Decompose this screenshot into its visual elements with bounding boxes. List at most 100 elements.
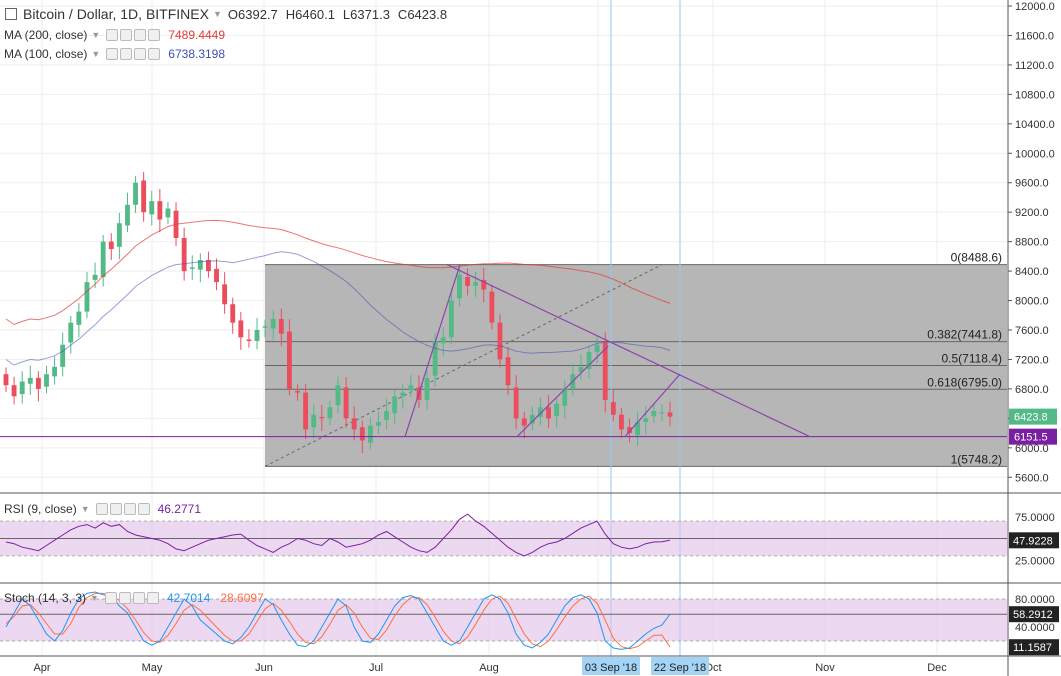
candle-body	[473, 282, 479, 286]
plus-icon[interactable]	[134, 29, 147, 41]
candle-body	[19, 381, 25, 395]
candle-body	[116, 223, 122, 247]
close-icon[interactable]	[146, 592, 159, 604]
price-axis-label: 6000.0	[1015, 443, 1049, 455]
candle-body	[197, 260, 203, 270]
time-axis-label: May	[142, 662, 163, 674]
candle-body	[327, 407, 333, 419]
stoch-d-marker-bg	[1009, 639, 1059, 656]
price-axis-label: 11600.0	[1015, 30, 1054, 42]
candle-body	[513, 387, 519, 419]
candle-body	[181, 237, 187, 272]
stoch-d-marker-label: 11.1587	[1013, 642, 1052, 654]
descending-trendline	[446, 264, 811, 438]
candle-body	[60, 344, 66, 367]
close-icon[interactable]	[148, 48, 161, 60]
price-marker-label: 6151.5	[1014, 432, 1048, 444]
candle-body	[667, 412, 673, 417]
price-axis-label: 5600.0	[1015, 472, 1049, 484]
close-value: C6423.8	[397, 6, 448, 22]
rsi-value: 46.2771	[157, 502, 201, 516]
time-axis-label: Nov	[815, 662, 835, 674]
gear-icon[interactable]	[120, 48, 133, 60]
chevron-down-icon[interactable]: ▼	[212, 9, 222, 19]
candle-body	[602, 342, 608, 400]
candle-body	[400, 392, 406, 397]
candle-body	[627, 427, 632, 434]
candle-body	[546, 407, 551, 419]
ma200-value: 7489.4449	[168, 28, 226, 42]
candle-body	[35, 377, 41, 389]
plus-icon[interactable]	[132, 592, 145, 604]
stoch-k-marker-label: 58.2912	[1013, 609, 1053, 621]
candle-body	[254, 330, 260, 342]
stoch-axis-label: 80.0000	[1015, 594, 1055, 606]
rsi-legend: RSI (9, close) ▼ 46.2771	[4, 502, 211, 516]
rsi-axis-label: 25.0000	[1015, 555, 1055, 567]
rsi-label: RSI (9, close)	[4, 502, 77, 516]
ma200-line	[5, 219, 671, 326]
eye-icon[interactable]	[106, 29, 119, 41]
stoch-controls	[104, 592, 159, 604]
stoch-label: Stoch (14, 3, 3)	[4, 591, 87, 605]
symbol-title: Bitcoin / Dollar, 1D, BITFINEX	[23, 6, 209, 22]
candle-body	[52, 366, 58, 377]
time-highlight-bg	[582, 657, 640, 675]
price-axis-label: 10400.0	[1015, 119, 1055, 131]
time-axis-label: Dec	[927, 662, 947, 674]
ma100-legend: MA (100, close) ▼ 6738.3198	[4, 47, 235, 61]
close-icon[interactable]	[137, 503, 150, 515]
candle-body	[286, 331, 292, 389]
chevron-down-icon[interactable]: ▼	[90, 593, 99, 603]
plus-icon[interactable]	[134, 48, 147, 60]
rsi-marker-bg	[1009, 532, 1059, 549]
eye-icon[interactable]	[104, 592, 117, 604]
candle-body	[311, 414, 317, 428]
ma100-controls	[106, 48, 161, 60]
candle-body	[3, 374, 9, 386]
price-axis-label: 8400.0	[1015, 266, 1049, 278]
fib-level-label: 0(8488.6)	[951, 251, 1002, 265]
candle-body	[643, 418, 649, 423]
gear-icon[interactable]	[118, 592, 131, 604]
gear-icon[interactable]	[109, 503, 122, 515]
candle-body	[335, 385, 341, 406]
candle-body	[27, 377, 33, 384]
collapse-toggle-icon[interactable]	[5, 8, 17, 20]
chevron-down-icon[interactable]: ▼	[80, 504, 90, 514]
time-axis-label: Aug	[479, 662, 499, 674]
chevron-down-icon[interactable]: ▼	[91, 30, 101, 40]
candle-body	[214, 268, 219, 283]
candle-body	[376, 422, 381, 426]
candle-body	[465, 276, 470, 286]
candle-body	[270, 318, 276, 329]
time-axis-label: Apr	[33, 662, 50, 674]
time-highlight-bg	[651, 657, 709, 675]
ma100-value: 6738.3198	[168, 47, 226, 61]
candle-body	[424, 377, 430, 400]
candle-body	[578, 366, 584, 372]
price-axis-label: 9600.0	[1015, 178, 1049, 190]
price-axis-label: 6800.0	[1015, 384, 1049, 396]
eye-icon[interactable]	[106, 48, 119, 60]
price-axis-label: 10800.0	[1015, 89, 1055, 101]
price-axis-label: 9200.0	[1015, 207, 1049, 219]
plus-icon[interactable]	[123, 503, 136, 515]
candle-body	[44, 374, 49, 387]
candle-body	[497, 322, 503, 360]
candle-body	[554, 403, 560, 417]
candle-body	[303, 392, 309, 430]
candle-body	[392, 396, 398, 414]
fib-trend-line	[264, 264, 663, 467]
candle-body	[319, 416, 325, 419]
candle-body	[343, 387, 349, 419]
candle-body	[505, 357, 511, 386]
candle-body	[351, 418, 357, 430]
eye-icon[interactable]	[95, 503, 108, 515]
close-icon[interactable]	[148, 29, 161, 41]
gear-icon[interactable]	[120, 29, 133, 41]
candle-body	[440, 337, 446, 344]
chevron-down-icon[interactable]: ▼	[91, 49, 101, 59]
candle-body	[189, 267, 195, 269]
